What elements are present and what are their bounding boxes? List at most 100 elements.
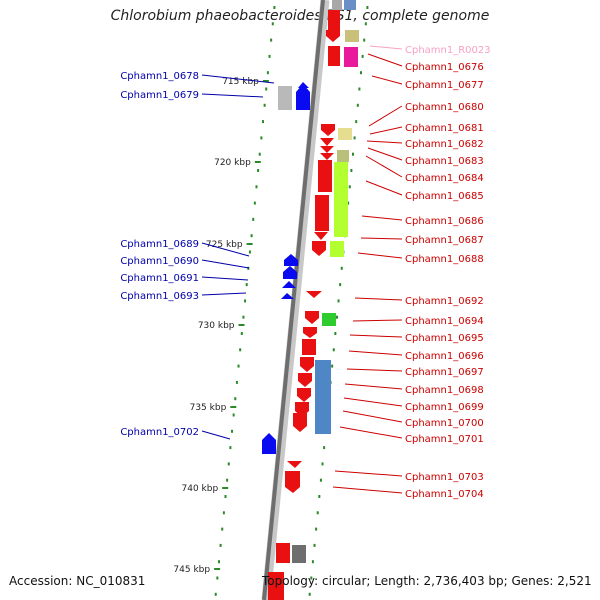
leader-line — [357, 252, 403, 259]
gene-label: Cphamn1_0701 — [405, 434, 484, 445]
gene-0694 — [305, 311, 319, 324]
leader-line — [344, 383, 403, 390]
gene-0690 — [283, 266, 297, 279]
gene-0697 — [300, 357, 314, 372]
gene-label: Cphamn1_0680 — [405, 102, 484, 113]
tick-label: 735 kbp — [190, 403, 227, 413]
tick-mark — [262, 80, 269, 82]
gene-label: Cphamn1_0689 — [120, 239, 199, 250]
gene-0687 — [314, 232, 328, 240]
gene-label: Cphamn1_0681 — [405, 123, 484, 134]
gene-label: Cphamn1_0700 — [405, 418, 484, 429]
gene-0704 — [285, 471, 300, 493]
leader-line — [365, 180, 403, 196]
tick-label: 725 kbp — [206, 240, 243, 250]
leader-line — [201, 292, 247, 296]
leader-line — [201, 242, 250, 257]
gene-0676 — [328, 46, 340, 66]
gene-label: Cphamn1_0683 — [405, 156, 484, 167]
tick-label: 740 kbp — [182, 484, 219, 494]
gene-0681 — [338, 128, 352, 140]
gene-0699 — [297, 388, 311, 402]
gene-label: Cphamn1_0678 — [120, 71, 199, 82]
gene-top-blue — [344, 0, 356, 10]
leader-line — [369, 45, 403, 50]
leader-line — [339, 426, 403, 439]
tick-labels: 715 kbp 720 kbp 725 kbp 730 kbp 735 kbp 740 k… — [173, 77, 269, 575]
gene-0698-blue — [315, 360, 331, 434]
genome-backbone — [261, 0, 330, 600]
tick-mark — [222, 487, 229, 489]
left-dotted-guide — [214, 6, 276, 596]
gene-label: Cphamn1_0694 — [405, 316, 484, 327]
gene-0694-green — [322, 313, 336, 326]
gene-0696 — [302, 339, 316, 355]
tick-mark — [254, 161, 261, 163]
gene-0688 — [312, 241, 326, 256]
tick-label: 730 kbp — [198, 321, 235, 331]
gene-0686 — [315, 195, 329, 231]
gene-label: Cphamn1_0693 — [120, 291, 199, 302]
gene-label: Cphamn1_0679 — [120, 90, 199, 101]
gene-label: Cphamn1_0696 — [405, 351, 484, 362]
leader-line — [367, 147, 403, 161]
gene-top-gray — [332, 0, 342, 10]
gene-0692 — [306, 291, 322, 298]
gene-label: Cphamn1_0703 — [405, 472, 484, 483]
gene-0686-green — [334, 162, 348, 237]
leader-line — [352, 319, 403, 322]
gene-label: Cphamn1_0697 — [405, 367, 484, 378]
gene-0679 — [296, 84, 310, 110]
leader-line — [371, 75, 403, 85]
gene-label: Cphamn1_0704 — [405, 489, 484, 500]
gene-R0023 — [345, 30, 359, 42]
tick-label: 745 kbp — [173, 565, 210, 575]
leader-line — [348, 350, 403, 356]
gene-label: Cphamn1_0690 — [120, 256, 199, 267]
leader-line — [368, 105, 403, 127]
gene-label: Cphamn1_0698 — [405, 385, 484, 396]
gene-0703 — [287, 461, 302, 468]
leader-line — [342, 410, 403, 423]
gene-0689 — [284, 254, 298, 266]
gene-label: Cphamn1_R0023 — [405, 45, 491, 56]
right-gene-labels: Cphamn1_R0023 Cphamn1_0676 Cphamn1_0677 Cph… — [332, 45, 491, 500]
gene-0676-arrow — [326, 30, 340, 42]
gene-0680 — [321, 124, 335, 136]
leader-line — [366, 140, 403, 144]
gene-0701 — [293, 413, 307, 432]
gene-0679-tip — [298, 82, 309, 88]
gene-0691 — [282, 281, 296, 288]
leader-line — [354, 297, 403, 301]
gene-label: Cphamn1_0702 — [120, 427, 199, 438]
gene-label: Cphamn1_0699 — [405, 402, 484, 413]
leader-line — [201, 430, 231, 440]
gene-0682 — [320, 138, 334, 146]
leader-line — [201, 276, 249, 281]
gene-0688-green — [330, 241, 344, 257]
leader-line — [332, 486, 403, 494]
tick-mark — [230, 406, 237, 408]
leader-line — [365, 155, 403, 178]
gene-label: Cphamn1_0688 — [405, 254, 484, 265]
tick-label: 715 kbp — [222, 77, 259, 87]
gene-label: Cphamn1_0677 — [405, 80, 484, 91]
gene-0684a — [320, 153, 334, 160]
leader-line — [201, 93, 264, 98]
gene-0693 — [281, 293, 294, 299]
left-gene-labels: Cphamn1_0678 Cphamn1_0679 Cphamn1_0689 Cpha… — [120, 71, 275, 440]
accession-info: Accession: NC_010831 — [9, 574, 146, 588]
gene-label: Cphamn1_0687 — [405, 235, 484, 246]
topology-info: Topology: circular; Length: 2,736,403 bp… — [262, 574, 592, 588]
gene-0702 — [262, 433, 276, 454]
tick-mark — [214, 568, 221, 570]
leader-line — [201, 74, 275, 84]
leader-line — [367, 53, 403, 67]
leader-line — [201, 259, 250, 269]
leader-line — [346, 368, 403, 372]
gene-label: Cphamn1_0692 — [405, 296, 484, 307]
gene-0695 — [303, 327, 317, 338]
tick-label: 720 kbp — [214, 158, 251, 168]
